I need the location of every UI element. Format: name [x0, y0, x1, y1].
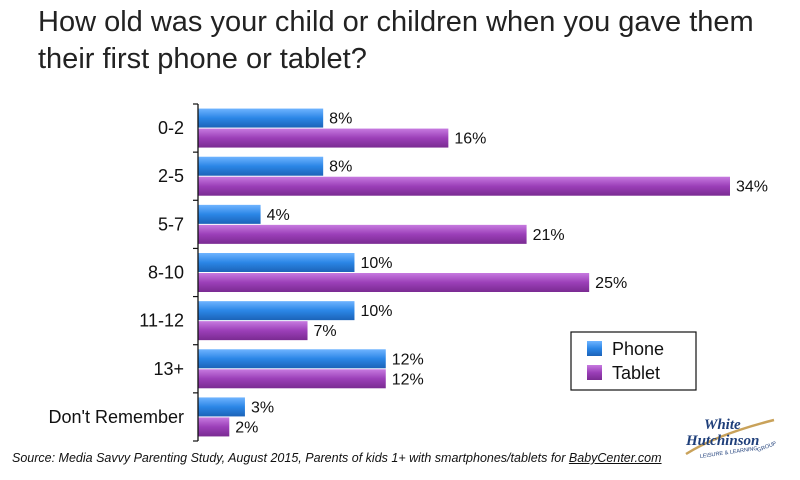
bar-phone-5-7 — [198, 204, 261, 224]
category-label-2-5: 2-5 — [158, 166, 184, 186]
category-label-don-t-remember: Don't Remember — [49, 407, 184, 427]
source-note: Source: Media Savvy Parenting Study, Aug… — [12, 451, 662, 465]
logo-line2: Hutchinson — [685, 433, 759, 449]
source-link[interactable]: BabyCenter.com — [568, 451, 662, 465]
value-label-tablet-2-5: 34% — [736, 179, 768, 196]
bar-tablet-2-5 — [198, 176, 730, 196]
value-label-phone-11-12: 10% — [360, 303, 392, 320]
legend-swatch-phone — [587, 341, 602, 356]
value-label-phone-0-2: 8% — [329, 111, 352, 128]
value-label-tablet-0-2: 16% — [454, 131, 486, 148]
bar-phone-8-10 — [198, 253, 355, 272]
logo-line1: White — [704, 417, 741, 433]
bar-phone-11-12 — [198, 301, 355, 321]
value-label-tablet-11-12: 7% — [314, 323, 337, 340]
value-label-phone-5-7: 4% — [267, 207, 290, 224]
category-label-0-2: 0-2 — [158, 118, 184, 138]
bar-phone-don-t-remember — [198, 397, 245, 417]
logo-swoosh-icon — [685, 418, 775, 456]
white-hutchinson-logo: White Hutchinson LEISURE & LEARNING GROU… — [685, 417, 778, 460]
bar-tablet-8-10 — [198, 273, 590, 292]
value-label-tablet-don-t-remember: 2% — [235, 419, 258, 436]
value-label-tablet-13: 12% — [392, 371, 424, 388]
bar-tablet-0-2 — [198, 128, 449, 148]
value-label-phone-8-10: 10% — [360, 255, 392, 272]
bar-tablet-don-t-remember — [198, 417, 230, 437]
value-label-tablet-8-10: 25% — [595, 275, 627, 292]
value-label-phone-13: 12% — [392, 351, 424, 368]
bar-tablet-5-7 — [198, 224, 527, 244]
legend-label-phone: Phone — [612, 339, 664, 359]
category-label-5-7: 5-7 — [158, 214, 184, 234]
legend-swatch-tablet — [587, 365, 602, 380]
category-label-8-10: 8-10 — [148, 263, 184, 283]
source-text: Source: Media Savvy Parenting Study, Aug… — [12, 451, 569, 465]
bar-phone-0-2 — [198, 108, 324, 128]
chart-title: How old was your child or children when … — [38, 6, 754, 75]
bar-phone-13 — [198, 349, 386, 369]
logo-tagline-right: GROUP — [757, 441, 778, 454]
bar-tablet-13 — [198, 369, 386, 389]
category-label-13: 13+ — [153, 359, 184, 379]
category-label-11-12: 11-12 — [139, 311, 184, 331]
bar-chart: 8% 16% 8% 34% 4% 21% 10% 25% 10% 7% 12% 12% 3% 2% 0-2… — [49, 103, 768, 442]
value-label-phone-don-t-remember: 3% — [251, 399, 274, 416]
bar-tablet-11-12 — [198, 321, 308, 341]
legend: Phone Tablet — [570, 331, 697, 391]
value-label-phone-2-5: 8% — [329, 159, 352, 176]
bar-phone-2-5 — [198, 156, 324, 176]
value-label-tablet-5-7: 21% — [533, 227, 565, 244]
legend-label-tablet: Tablet — [612, 363, 660, 383]
